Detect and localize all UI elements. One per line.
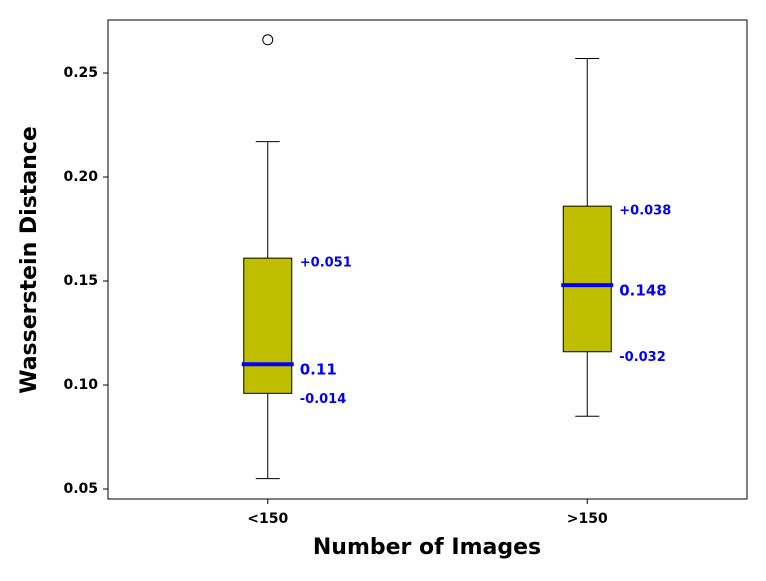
x-tick-label: >150 bbox=[567, 511, 608, 527]
box bbox=[562, 205, 612, 353]
q1-label: -0.014 bbox=[300, 392, 347, 407]
plot-frame bbox=[107, 19, 748, 500]
y-tick-label: 0.20 bbox=[63, 169, 98, 185]
median-label: 0.11 bbox=[300, 361, 337, 379]
y-tick-label: 0.15 bbox=[63, 273, 98, 289]
q1-label: -0.032 bbox=[619, 350, 666, 365]
y-tick-label: 0.25 bbox=[63, 65, 98, 81]
y-axis-label: Wasserstein Distance bbox=[17, 126, 42, 394]
q3-label: +0.051 bbox=[300, 256, 352, 271]
outlier bbox=[262, 34, 274, 46]
y-tick-label: 0.05 bbox=[63, 481, 98, 497]
box bbox=[243, 257, 293, 394]
median-label: 0.148 bbox=[619, 282, 666, 300]
x-tick-label: <150 bbox=[247, 511, 288, 527]
x-axis-label: Number of Images bbox=[313, 535, 541, 560]
y-tick-label: 0.10 bbox=[63, 377, 98, 393]
q3-label: +0.038 bbox=[619, 204, 671, 219]
